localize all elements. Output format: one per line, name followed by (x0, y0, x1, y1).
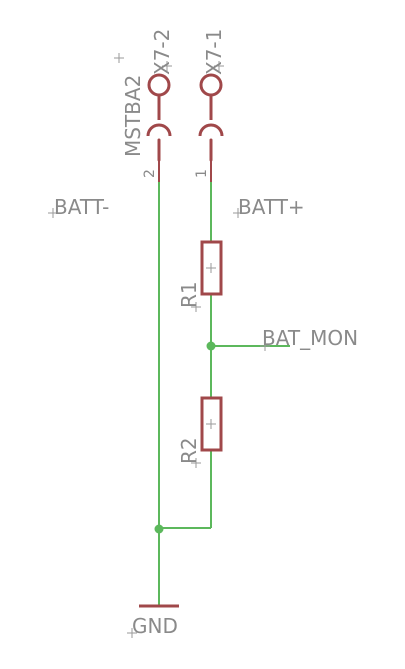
label-batt-plus: BATT+ (238, 195, 305, 219)
label-gnd: GND (132, 614, 178, 638)
label-bat-mon: BAT_MON (262, 326, 358, 350)
label-x7-2: X7-2 (150, 29, 174, 75)
origin-markers (48, 53, 270, 638)
label-mstba2: MSTBA2 (121, 75, 145, 157)
junction-gnd (154, 524, 164, 534)
resistor-r1 (200, 240, 223, 296)
connector-x7-2 (146, 73, 172, 182)
label-r2: R2 (177, 437, 201, 464)
label-pin-1: 1 (194, 169, 210, 178)
label-r1: R1 (177, 281, 201, 308)
junction-bat-mon (206, 341, 216, 351)
label-batt-minus: BATT- (54, 195, 109, 219)
label-pin-2: 2 (142, 169, 158, 178)
resistor-r2 (200, 396, 223, 452)
connector-x7-1 (198, 73, 224, 182)
label-x7-1: X7-1 (202, 29, 226, 75)
